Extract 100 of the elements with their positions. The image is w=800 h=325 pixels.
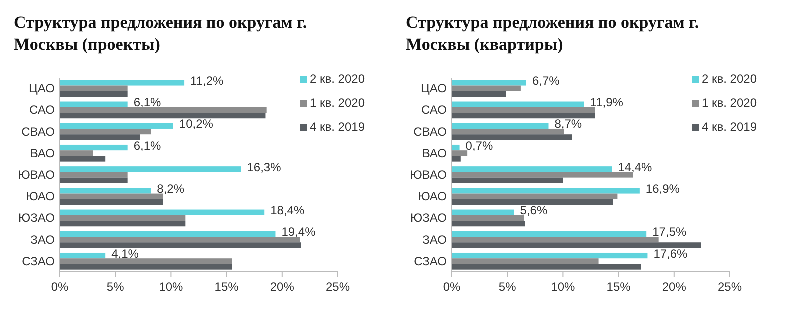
data-label: 16,9% [646,182,680,196]
bar [452,264,642,270]
x-tick-label: 20% [662,280,687,294]
bar [452,252,648,259]
bar [60,144,128,151]
bar [60,194,164,200]
data-label: 18,4% [270,204,305,218]
bar [452,107,596,113]
bar [452,166,612,172]
y-tick-label: ВАО [30,146,55,160]
bar [60,178,128,184]
data-label: 14,4% [618,160,652,174]
chart-title: Структура предложения по округам г. Москвы (проекты) [14,13,308,54]
data-label: 19,4% [282,225,316,240]
y-tick-label: САО [422,103,447,118]
legend-label: 4 кв. 2019 [702,120,758,134]
data-label: 17,5% [652,225,687,240]
x-tick-label: 0% [443,280,461,294]
bar [60,107,267,113]
bar [60,150,94,156]
bar [452,221,526,227]
bar [452,242,702,248]
bar [60,215,186,222]
bar [452,194,618,200]
bar [60,252,106,259]
bar [452,215,524,222]
data-label: 0,7% [466,138,494,153]
legend-label: 1 кв. 2020 [310,96,366,110]
bar [60,102,128,108]
x-tick-label: 5% [106,280,125,294]
bar [452,113,596,119]
x-tick-label: 25% [326,280,350,294]
bar [60,199,164,206]
x-tick-label: 10% [159,280,184,294]
x-tick-label: 5% [498,280,517,294]
bar [60,123,174,129]
bar [60,188,152,194]
y-tick-label: ЦАО [29,82,55,96]
bar [60,91,128,98]
y-tick-label: САО [30,103,55,118]
x-tick-label: 10% [551,280,576,294]
data-label: 6,1% [134,138,162,153]
x-tick-label: 15% [606,280,632,294]
y-tick-label: ЗАО [30,232,55,247]
chart-title: Структура предложения по округам г. Москвы (квартиры) [406,13,700,54]
bar [60,210,265,216]
data-label: 11,2% [190,74,224,88]
bar [60,166,242,172]
x-tick-label: 15% [214,280,240,294]
y-tick-label: ЮАО [418,190,447,204]
legend-label: 2 кв. 2020 [310,72,366,86]
y-tick-label: ЗАО [422,232,447,247]
bar [452,156,461,162]
bar [60,258,232,264]
data-label: 17,6% [654,246,688,261]
data-label: 4,1% [112,246,140,261]
bar [60,221,186,227]
legend-label: 4 кв. 2019 [310,120,366,134]
y-tick-label: ЮВАО [410,168,447,182]
data-label: 11,9% [590,96,624,110]
x-tick-label: 0% [51,280,69,294]
y-tick-label: ВАО [422,146,447,160]
bar [452,258,599,264]
x-tick-label: 20% [270,280,295,294]
y-tick-label: ЮВАО [18,168,55,182]
data-label: 8,2% [157,182,185,196]
bar [452,128,564,135]
bar [452,210,514,216]
y-tick-label: СВАО [22,124,55,139]
bar [452,102,584,108]
bar [452,134,572,140]
bar [452,144,460,151]
bar [60,242,302,248]
bar [60,80,185,86]
y-tick-label: СЗАО [22,254,55,268]
y-tick-label: СВАО [414,124,447,139]
bar [452,237,659,243]
y-tick-label: ЮЗАО [18,211,55,226]
data-label: 6,7% [532,74,560,88]
bar [60,128,152,135]
data-label: 8,7% [554,117,582,132]
bar [452,231,647,237]
bar [60,231,276,237]
bar [452,150,468,156]
bar [452,80,527,86]
bar [452,178,564,184]
bar [452,172,634,178]
legend-label: 2 кв. 2020 [702,72,758,86]
y-tick-label: ЮЗАО [410,211,447,226]
x-tick-label: 25% [718,280,742,294]
bar [452,188,640,194]
bar [60,264,232,270]
bar [452,123,549,129]
bar [60,237,300,243]
bar [60,86,128,92]
bar [60,172,128,178]
data-label: 10,2% [179,117,214,132]
bar [60,156,106,162]
y-tick-label: СЗАО [414,254,447,268]
bar [452,91,506,98]
